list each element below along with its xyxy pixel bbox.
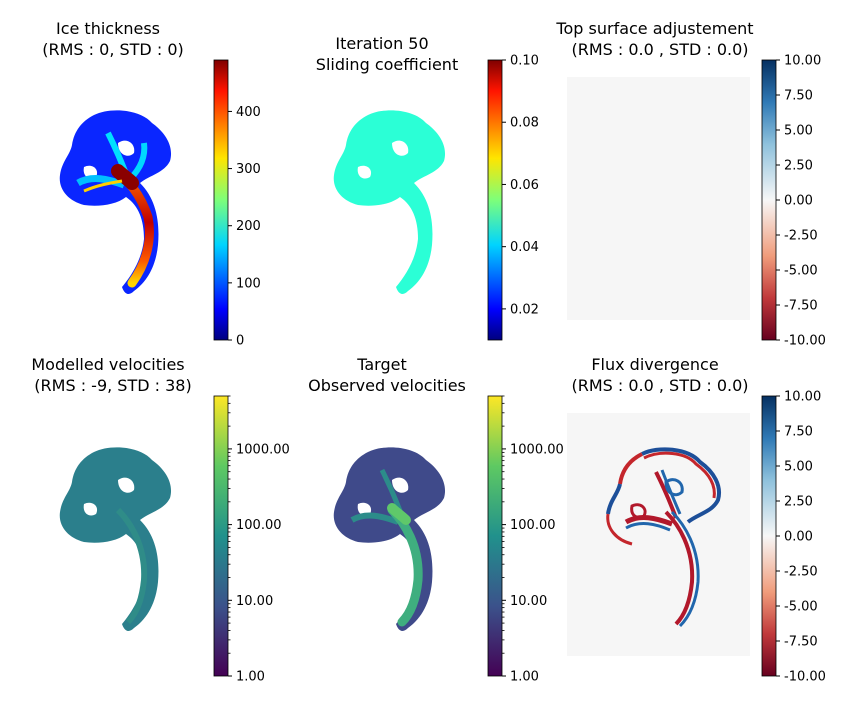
colorbar-tick-label: -2.50 bbox=[784, 229, 818, 244]
colorbar-tick-label: 7.50 bbox=[784, 425, 813, 440]
colorbar-tick-label: 0.00 bbox=[784, 194, 813, 209]
panel-top-surface-adjustement: Top surface adjustement (RMS : 0.0 , STD… bbox=[555, 19, 826, 349]
title-line1: Ice thickness bbox=[56, 19, 160, 38]
divergence-map bbox=[606, 447, 721, 628]
title-line2: Sliding coefficient bbox=[316, 55, 458, 74]
colorbar-tick-label: 2.50 bbox=[784, 159, 813, 174]
colorbar-tick-label: 1000.00 bbox=[510, 442, 564, 457]
colorbar-tick-label: -10.00 bbox=[784, 334, 826, 349]
colorbar-tick-label: 0.00 bbox=[784, 530, 813, 545]
title-line1: Target bbox=[356, 355, 407, 374]
title-line1: Flux divergence bbox=[591, 355, 718, 374]
title-line1: Modelled velocities bbox=[31, 355, 184, 374]
colorbar-tick-label: -5.00 bbox=[784, 600, 818, 615]
colorbar bbox=[761, 59, 777, 341]
colorbar-tick-label: 100.00 bbox=[510, 518, 556, 533]
colorbar-tick-label: 400 bbox=[236, 105, 261, 120]
field-area bbox=[567, 77, 750, 320]
colorbar-tick-label: 10.00 bbox=[784, 54, 821, 69]
colorbar-tick-label: -7.50 bbox=[784, 299, 818, 314]
title-line2: (RMS : 0.0 , STD : 0.0) bbox=[571, 376, 748, 395]
colorbar-tick-label: 2.50 bbox=[784, 495, 813, 510]
colorbar bbox=[213, 59, 229, 341]
colorbar-tick-label: 0.06 bbox=[510, 178, 539, 193]
colorbar-tick-label: 200 bbox=[236, 219, 261, 234]
colorbar-tick-label: 5.00 bbox=[784, 460, 813, 475]
panel-sliding-coefficient: Iteration 50 Sliding coefficient 0.02 0.0… bbox=[316, 34, 539, 341]
colorbar-tick-label: -2.50 bbox=[784, 565, 818, 580]
colorbar-tick-label: 1000.00 bbox=[236, 442, 290, 457]
glacier-map bbox=[59, 110, 172, 294]
glacier-map bbox=[333, 110, 446, 294]
colorbar bbox=[487, 59, 503, 341]
title-line2: (RMS : 0.0 , STD : 0.0) bbox=[571, 40, 748, 59]
colorbar-tick-label: 10.00 bbox=[510, 594, 547, 609]
panel-modelled-velocities: Modelled velocities (RMS : -9, STD : 38)… bbox=[31, 355, 289, 685]
panel-observed-velocities: Target Observed velocities 1000.00 100.00… bbox=[308, 355, 564, 685]
panel-flux-divergence: Flux divergence (RMS : 0.0 , STD : 0.0) … bbox=[567, 355, 826, 685]
colorbar-tick-label: 5.00 bbox=[784, 124, 813, 139]
colorbar-tick-label: 100.00 bbox=[236, 518, 282, 533]
colorbar-tick-label: 0 bbox=[236, 334, 244, 349]
colorbar-tick-label: 1.00 bbox=[510, 670, 539, 685]
colorbar-tick-label: 100 bbox=[236, 276, 261, 291]
colorbar-tick-label: 0.04 bbox=[510, 240, 539, 255]
panel-ice-thickness: Ice thickness (RMS : 0, STD : 0) 0 100 200… bbox=[42, 19, 261, 349]
colorbar-tick-label: -10.00 bbox=[784, 670, 826, 685]
colorbar bbox=[761, 395, 777, 677]
glacier-map bbox=[59, 447, 172, 631]
title-line2: (RMS : -9, STD : 38) bbox=[34, 376, 191, 395]
colorbar-tick-label: 0.08 bbox=[510, 116, 539, 131]
colorbar-tick-label: -7.50 bbox=[784, 635, 818, 650]
colorbar-tick-label: 10.00 bbox=[784, 390, 821, 405]
colorbar-tick-label: 0.02 bbox=[510, 302, 539, 317]
colorbar bbox=[213, 395, 229, 677]
colorbar-tick-label: 1.00 bbox=[236, 670, 265, 685]
colorbar-tick-label: -5.00 bbox=[784, 264, 818, 279]
colorbar bbox=[487, 395, 503, 677]
title-line1: Iteration 50 bbox=[335, 34, 428, 53]
colorbar-tick-label: 300 bbox=[236, 162, 261, 177]
title-line2: (RMS : 0, STD : 0) bbox=[42, 40, 183, 59]
title-line1: Top surface adjustement bbox=[555, 19, 753, 38]
colorbar-tick-label: 7.50 bbox=[784, 89, 813, 104]
colorbar-tick-label: 0.10 bbox=[510, 54, 539, 69]
colorbar-tick-label: 10.00 bbox=[236, 594, 273, 609]
glacier-map bbox=[333, 447, 446, 631]
title-line2: Observed velocities bbox=[308, 376, 466, 395]
